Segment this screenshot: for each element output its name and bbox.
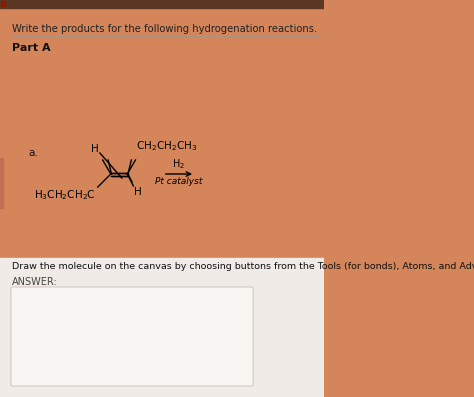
Text: H: H: [134, 187, 142, 197]
Text: Draw the molecule on the canvas by choosing buttons from the Tools (for bonds), : Draw the molecule on the canvas by choos…: [12, 262, 474, 271]
Bar: [0, 0, 324, 8]
Text: Write the products for the following hydrogenation reactions.: Write the products for the following hyd…: [12, 24, 318, 34]
Bar: [0, 258, 324, 397]
Text: Part A: Part A: [12, 43, 51, 53]
Text: a.: a.: [29, 148, 38, 158]
Text: ANSWER:: ANSWER:: [12, 277, 58, 287]
Text: CH$_2$CH$_2$CH$_3$: CH$_2$CH$_2$CH$_3$: [136, 139, 198, 153]
Text: H$_2$: H$_2$: [173, 157, 185, 171]
Text: H$_3$CH$_2$CH$_2$C: H$_3$CH$_2$CH$_2$C: [34, 188, 96, 202]
Text: H: H: [91, 144, 99, 154]
Text: Pt catalyst: Pt catalyst: [155, 177, 202, 186]
FancyBboxPatch shape: [11, 287, 253, 386]
Bar: [1, 1, 6, 6]
Bar: [0, 0, 324, 258]
Bar: [0, 158, 3, 208]
